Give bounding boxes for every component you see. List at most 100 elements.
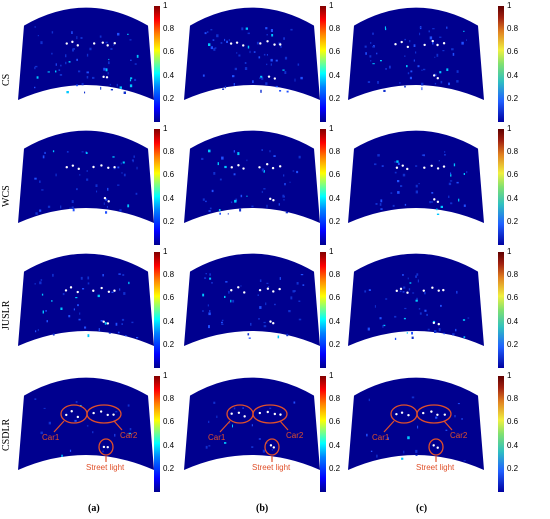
clutter-speck: [263, 325, 267, 328]
clutter-speck: [121, 318, 125, 321]
clutter-speck: [76, 36, 78, 40]
clutter-speck: [114, 433, 116, 437]
clutter-speck: [432, 42, 434, 45]
clutter-speck: [263, 321, 266, 324]
target-point: [432, 74, 436, 77]
radar-fan-area: [18, 377, 154, 470]
clutter-speck: [51, 300, 53, 302]
clutter-speck: [102, 274, 104, 277]
clutter-speck: [247, 45, 250, 49]
radar-image-panel: [18, 7, 154, 101]
target-point: [443, 413, 446, 416]
car1-arrow: [53, 420, 65, 433]
clutter-speck: [59, 74, 63, 76]
clutter-speck: [105, 41, 108, 44]
clutter-speck: [86, 53, 89, 57]
clutter-speck: [396, 160, 399, 163]
colorbar: [498, 6, 504, 122]
clutter-speck: [86, 178, 89, 181]
clutter-speck: [413, 44, 416, 47]
clutter-speck: [134, 78, 137, 81]
target-point: [113, 289, 116, 292]
clutter-speck: [368, 289, 371, 291]
radar-image-panel: [348, 130, 484, 223]
colorbar-tick-label: 0.4: [329, 440, 341, 450]
clutter-speck: [44, 151, 46, 154]
clutter-speck: [122, 161, 125, 164]
target-point: [266, 40, 269, 43]
clutter-speck: [75, 297, 78, 299]
car1-arrow: [219, 420, 231, 433]
clutter-speck: [117, 32, 120, 36]
clutter-speck: [107, 72, 109, 75]
clutter-speck: [424, 309, 427, 312]
colorbar-tick-label: 0.2: [329, 216, 341, 226]
clutter-speck: [466, 171, 468, 174]
clutter-speck: [284, 183, 286, 186]
clutter-speck: [208, 445, 211, 447]
clutter-speck: [251, 446, 254, 448]
clutter-speck: [394, 337, 397, 340]
clutter-speck: [221, 319, 224, 322]
clutter-speck: [429, 201, 431, 204]
clutter-speck: [251, 205, 254, 208]
clutter-speck: [113, 44, 115, 46]
clutter-speck: [466, 39, 467, 41]
clutter-speck: [249, 50, 251, 54]
clutter-speck: [294, 290, 296, 292]
clutter-speck: [432, 28, 435, 30]
target-point: [273, 412, 277, 416]
clutter-speck: [236, 52, 238, 54]
clutter-speck: [233, 83, 235, 86]
car2-arrow: [279, 420, 289, 431]
clutter-speck: [34, 283, 36, 285]
car2-label: Car2: [450, 431, 468, 440]
radar-fan-area: [184, 377, 320, 470]
clutter-speck: [86, 425, 89, 427]
clutter-speck: [111, 291, 114, 293]
colorbar-tick-label: 0.2: [507, 339, 519, 349]
target-point: [406, 291, 409, 294]
clutter-speck: [462, 319, 466, 321]
clutter-speck: [221, 323, 224, 325]
clutter-speck: [202, 198, 205, 201]
radar-fan-area: [184, 7, 320, 101]
car1-arrow: [383, 420, 395, 433]
target-point: [273, 77, 277, 80]
clutter-speck: [241, 27, 244, 31]
clutter-speck: [71, 206, 74, 209]
clutter-speck: [216, 34, 219, 38]
clutter-speck: [461, 418, 463, 420]
target-point: [259, 42, 262, 45]
clutter-speck: [261, 168, 265, 172]
clutter-speck: [205, 200, 207, 203]
clutter-speck: [394, 171, 397, 174]
clutter-speck: [455, 328, 457, 332]
clutter-speck: [448, 182, 452, 186]
colorbar-tick-label: 0.4: [507, 316, 519, 326]
clutter-speck: [407, 72, 410, 75]
clutter-speck: [230, 201, 233, 204]
clutter-speck: [35, 330, 37, 333]
colorbar-tick-label: 0.8: [163, 394, 175, 404]
clutter-speck: [100, 320, 103, 322]
target-point: [258, 166, 261, 169]
target-point: [431, 286, 434, 289]
clutter-speck: [35, 212, 38, 215]
clutter-speck: [400, 185, 403, 187]
car1-label: Car1: [372, 433, 390, 442]
clutter-speck: [284, 71, 287, 74]
colorbar-tick-label: 0.4: [329, 316, 341, 326]
target-point: [106, 413, 109, 417]
clutter-speck: [284, 56, 288, 60]
target-point: [431, 39, 434, 43]
clutter-speck: [76, 58, 78, 61]
colorbar-tick-label: 0.6: [507, 417, 519, 427]
clutter-speck: [294, 78, 296, 82]
clutter-speck: [452, 52, 455, 56]
clutter-speck: [136, 54, 139, 58]
clutter-speck: [450, 174, 452, 177]
colorbar-tick-label: 0.2: [329, 339, 341, 349]
clutter-speck: [87, 334, 90, 338]
target-point: [395, 166, 399, 169]
